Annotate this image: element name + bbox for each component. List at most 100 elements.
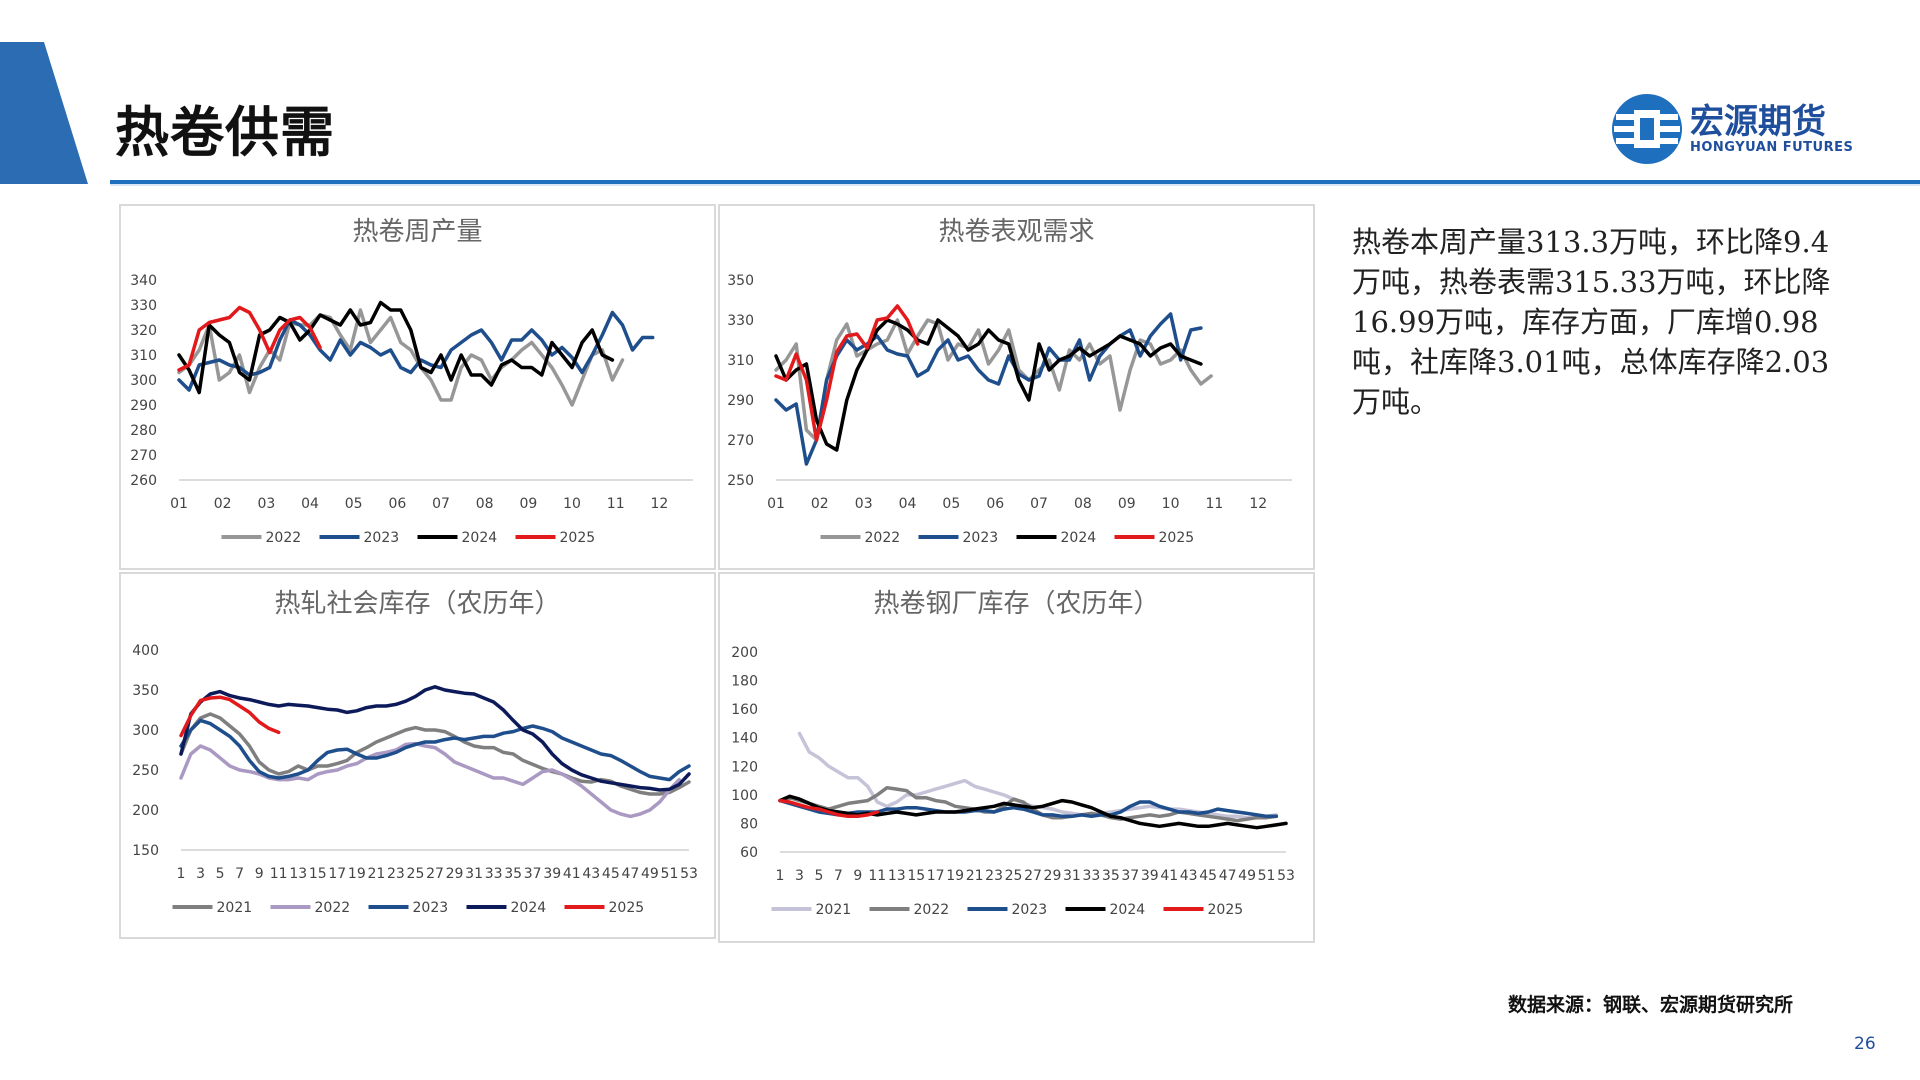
company-logo: 宏源期货 HONGYUAN FUTURES bbox=[1610, 88, 1860, 168]
social-inventory-y-tick-label: 350 bbox=[132, 683, 159, 699]
social-inventory-x-tick-label: 3 bbox=[196, 866, 205, 882]
demand-x-tick-label: 09 bbox=[1118, 496, 1136, 512]
social-inventory-legend-item-2021: 2021 bbox=[172, 900, 252, 916]
social-inventory-series-2024 bbox=[179, 685, 691, 792]
production-x-tick-label: 01 bbox=[170, 496, 188, 512]
mill-inventory-x-tick-label: 37 bbox=[1121, 868, 1139, 884]
mill-inventory-x-tick-label: 41 bbox=[1160, 868, 1178, 884]
demand-x-tick-label: 07 bbox=[1030, 496, 1048, 512]
mill-inventory-x-tick-label: 19 bbox=[946, 868, 964, 884]
mill-inventory-x-tick-label: 7 bbox=[834, 868, 843, 884]
mill-inventory-x-tick-label: 5 bbox=[814, 868, 823, 884]
mill-inventory-legend-label: 2024 bbox=[1110, 902, 1146, 918]
social-inventory-legend-label: 2025 bbox=[609, 900, 645, 916]
mill-inventory-x-tick-label: 17 bbox=[927, 868, 945, 884]
demand-x-tick-label: 04 bbox=[899, 496, 917, 512]
logo-english-name: HONGYUAN FUTURES bbox=[1690, 140, 1854, 155]
demand-title: 热卷表观需求 bbox=[938, 217, 1094, 247]
production-legend-label: 2023 bbox=[364, 530, 400, 546]
mill-inventory-x-tick-label: 29 bbox=[1044, 868, 1062, 884]
mill-inventory-x-tick-label: 43 bbox=[1180, 868, 1198, 884]
social-inventory-legend-item-2022: 2022 bbox=[270, 900, 351, 916]
page-title: 热卷供需 bbox=[115, 101, 335, 164]
mill-inventory-x-tick-label: 9 bbox=[853, 868, 862, 884]
production-x-tick-label: 08 bbox=[476, 496, 494, 512]
social-inventory-x-tick-label: 21 bbox=[367, 866, 385, 882]
production-y-tick-label: 310 bbox=[130, 348, 157, 364]
social-inventory-y-tick-label: 150 bbox=[132, 843, 159, 859]
social-inventory-x-tick-label: 33 bbox=[485, 866, 503, 882]
social-inventory-legend-item-2023: 2023 bbox=[368, 900, 448, 916]
demand-x-tick-label: 01 bbox=[767, 496, 785, 512]
mill-inventory-series-2025 bbox=[778, 798, 880, 819]
mill-inventory-y-tick-label: 180 bbox=[731, 674, 758, 690]
production-y-tick-label: 260 bbox=[130, 473, 157, 489]
mill-inventory-series-2021 bbox=[797, 731, 1279, 820]
demand-y-tick-label: 350 bbox=[727, 273, 754, 289]
social-inventory-legend-label: 2022 bbox=[315, 900, 351, 916]
demand-legend-label: 2025 bbox=[1159, 530, 1195, 546]
social-inventory-x-tick-label: 53 bbox=[680, 866, 698, 882]
demand-legend-item-2023: 2023 bbox=[918, 530, 998, 546]
mill-inventory-y-tick-label: 140 bbox=[731, 731, 758, 747]
mill-inventory-legend-item-2021: 2021 bbox=[771, 902, 852, 918]
mill-inventory-x-tick-label: 45 bbox=[1199, 868, 1217, 884]
social-inventory-y-tick-label: 250 bbox=[132, 763, 159, 779]
mill-inventory-x-tick-label: 31 bbox=[1063, 868, 1081, 884]
mill-inventory-y-tick-label: 160 bbox=[731, 702, 758, 718]
production-y-tick-label: 270 bbox=[130, 448, 157, 464]
demand-x-tick-label: 03 bbox=[855, 496, 873, 512]
production-x-tick-label: 03 bbox=[257, 496, 275, 512]
mill-inventory-legend-label: 2022 bbox=[914, 902, 950, 918]
social-inventory-y-tick-label: 300 bbox=[132, 723, 159, 739]
social-inventory-x-tick-label: 39 bbox=[543, 866, 561, 882]
social-inventory-x-tick-label: 7 bbox=[235, 866, 244, 882]
production-x-tick-label: 07 bbox=[432, 496, 450, 512]
mill-inventory-legend-label: 2025 bbox=[1208, 902, 1244, 918]
social-inventory-series-2023 bbox=[179, 718, 691, 782]
social-inventory-x-tick-label: 35 bbox=[504, 866, 522, 882]
production-y-tick-label: 340 bbox=[130, 273, 157, 289]
social-inventory-y-tick-label: 400 bbox=[132, 643, 159, 659]
production-legend-item-2025: 2025 bbox=[515, 530, 595, 546]
mill-inventory-y-tick-label: 200 bbox=[731, 645, 758, 661]
production-y-tick-label: 300 bbox=[130, 373, 157, 389]
chart-panel-social-inventory: 热轧社会库存（农历年） 150 200 250 300 350 400 1 3 5 7 9 11 13 15… bbox=[119, 572, 716, 939]
mill-inventory-legend-label: 2021 bbox=[816, 902, 852, 918]
mill-inventory-y-tick-label: 80 bbox=[740, 816, 758, 832]
demand-legend-label: 2022 bbox=[865, 530, 901, 546]
production-x-tick-label: 12 bbox=[651, 496, 669, 512]
production-legend-item-2024: 2024 bbox=[417, 530, 497, 546]
mill-inventory-x-tick-label: 49 bbox=[1238, 868, 1256, 884]
chart-panel-mill-inventory: 热卷钢厂库存（农历年） 60 80 100 120 140 160 180 200 1 3 5 7 9 11… bbox=[718, 572, 1315, 943]
demand-chart-svg: 热卷表观需求 250 270 290 310 330 350 01 02 03 04 05 06 07 08… bbox=[727, 217, 1292, 546]
summary-text: 热卷本周产量313.3万吨，环比降9.4万吨，热卷表需315.33万吨，环比降1… bbox=[1352, 225, 1831, 419]
production-series-2024 bbox=[177, 300, 615, 395]
social-inventory-x-tick-label: 43 bbox=[582, 866, 600, 882]
demand-series-2024 bbox=[774, 318, 1203, 452]
header-divider bbox=[110, 180, 1920, 184]
logo-chinese-name: 宏源期货 bbox=[1690, 102, 1826, 142]
logo-globe-icon bbox=[1612, 94, 1682, 164]
production-series-2025 bbox=[177, 305, 322, 372]
social-inventory-x-tick-label: 49 bbox=[641, 866, 659, 882]
social-inventory-x-tick-label: 11 bbox=[270, 866, 288, 882]
social-inventory-x-tick-label: 17 bbox=[328, 866, 346, 882]
social-inventory-x-tick-label: 27 bbox=[426, 866, 444, 882]
mill-inventory-y-tick-label: 120 bbox=[731, 759, 758, 775]
production-series-2022 bbox=[177, 308, 625, 407]
social-inventory-x-tick-label: 19 bbox=[348, 866, 366, 882]
social-inventory-y-tick-label: 200 bbox=[132, 803, 159, 819]
demand-x-tick-label: 06 bbox=[986, 496, 1004, 512]
mill-inventory-legend-item-2024: 2024 bbox=[1065, 902, 1146, 918]
social-inventory-x-tick-label: 5 bbox=[216, 866, 225, 882]
mill-inventory-x-tick-label: 47 bbox=[1219, 868, 1237, 884]
production-chart-svg: 热卷周产量 260 270 280 290 300 310 320 330 340 01 02 03 04… bbox=[130, 217, 693, 546]
mill-inventory-title: 热卷钢厂库存（农历年） bbox=[873, 589, 1159, 619]
demand-x-tick-label: 08 bbox=[1074, 496, 1092, 512]
mill-inventory-x-tick-label: 1 bbox=[776, 868, 785, 884]
demand-y-tick-label: 270 bbox=[727, 433, 754, 449]
demand-x-tick-label: 05 bbox=[942, 496, 960, 512]
production-x-tick-label: 05 bbox=[345, 496, 363, 512]
